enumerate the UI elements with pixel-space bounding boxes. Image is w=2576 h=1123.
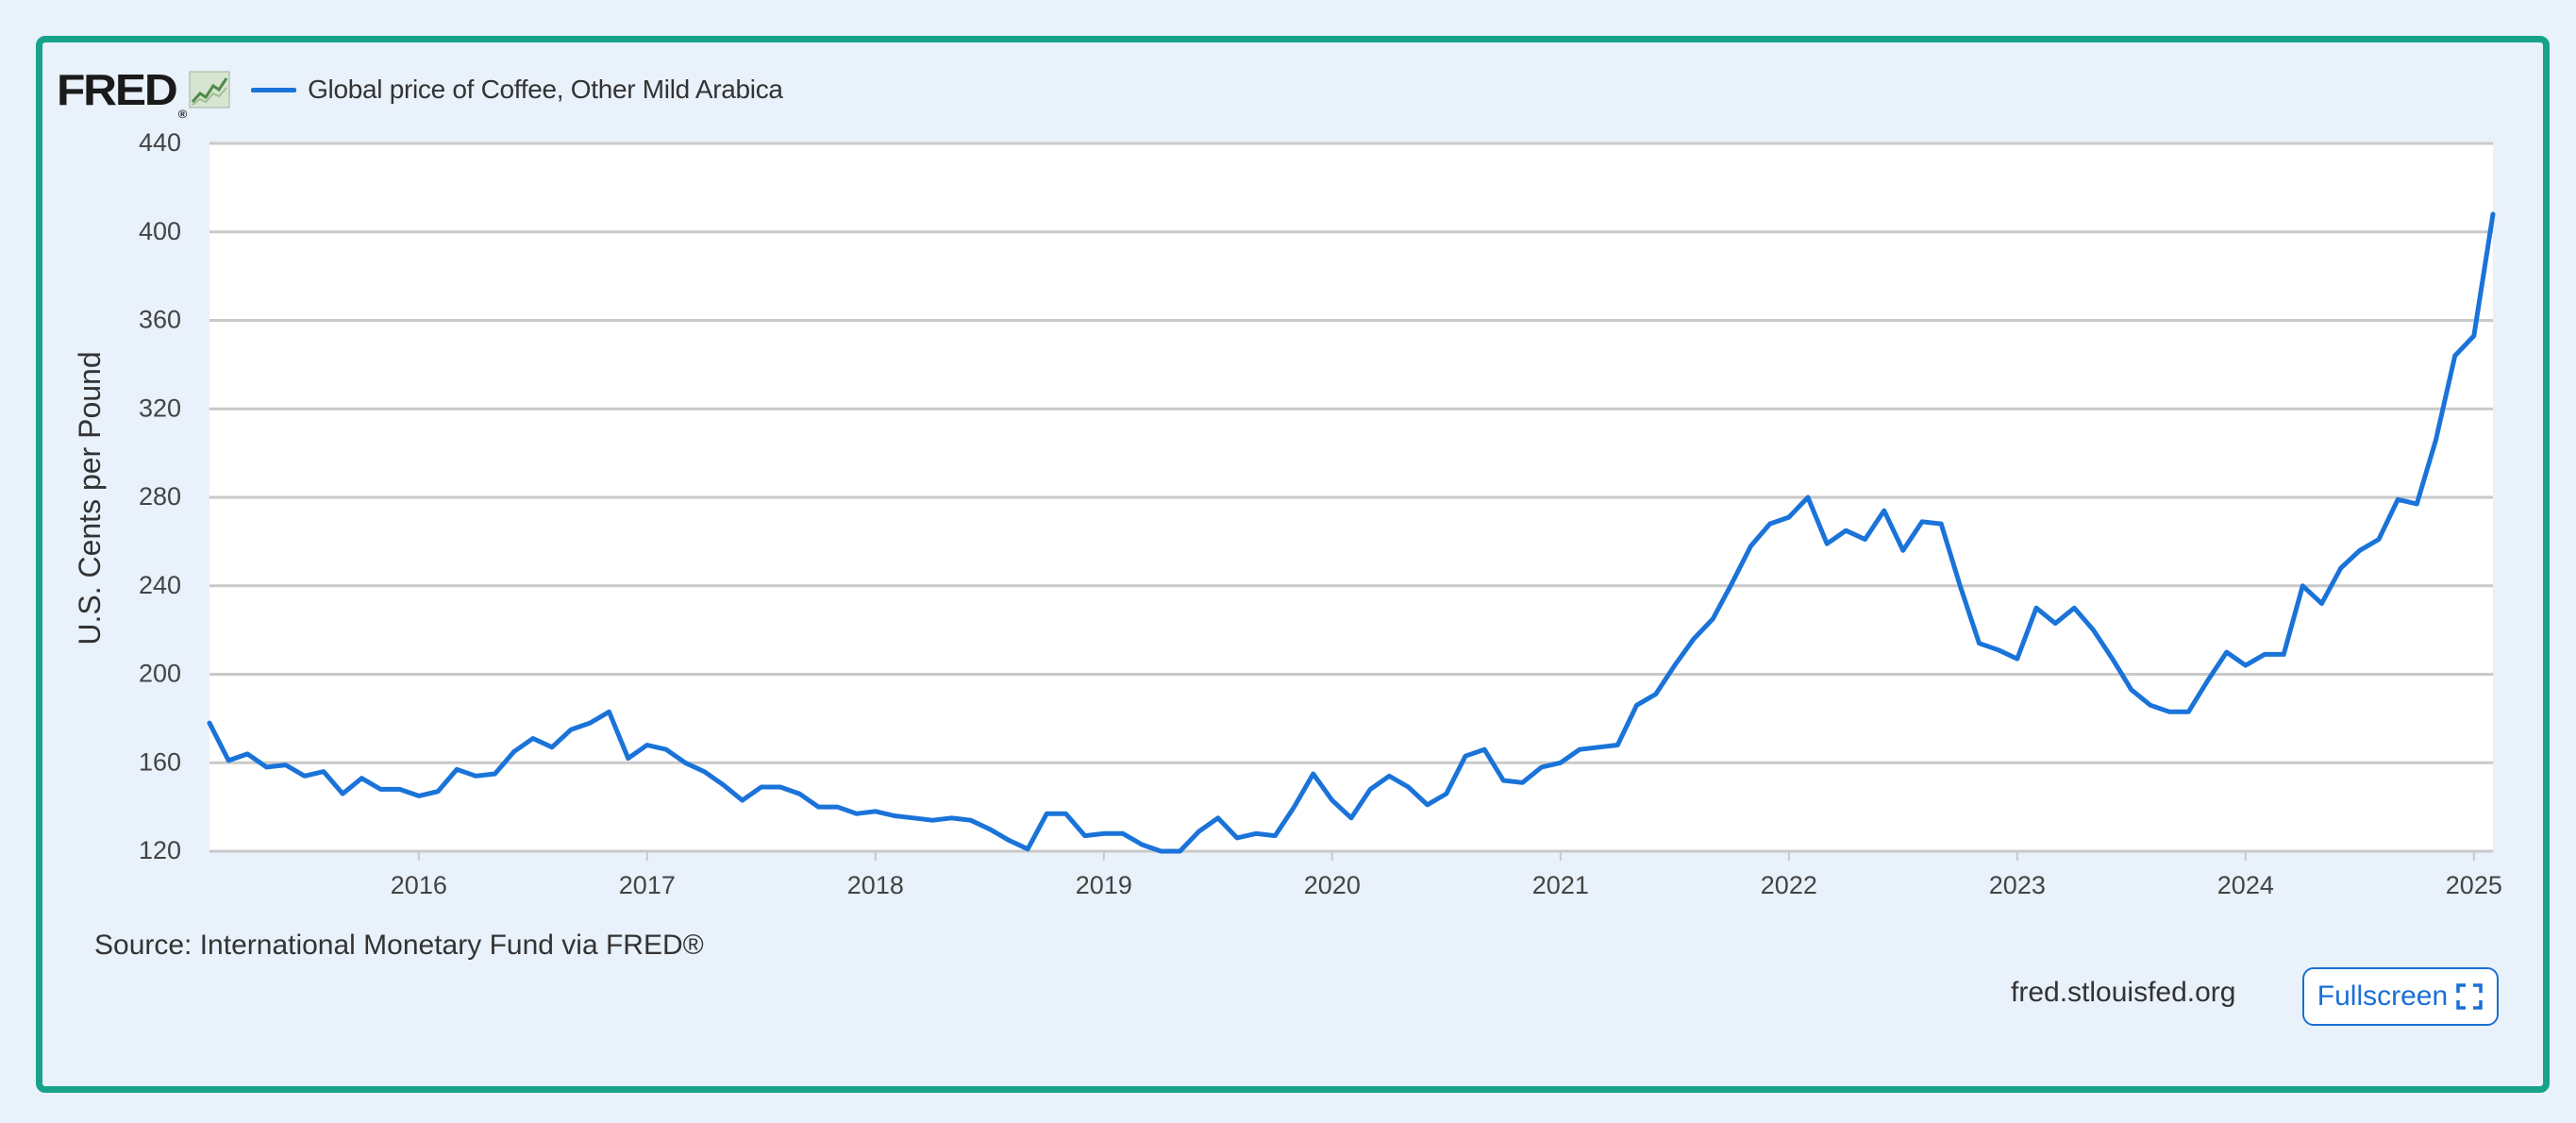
y-tick-label: 280 xyxy=(139,482,181,511)
y-tick-label: 400 xyxy=(139,217,181,245)
source-note: Source: International Monetary Fund via … xyxy=(94,930,704,961)
gridlines xyxy=(209,142,2493,853)
fred-logo[interactable]: FRED ® xyxy=(57,65,187,121)
x-tick-label: 2020 xyxy=(1304,871,1361,899)
legend-label[interactable]: Global price of Coffee, Other Mild Arabi… xyxy=(308,75,783,104)
y-tick-label: 440 xyxy=(139,128,181,157)
chart-sparkline-icon xyxy=(189,71,230,109)
x-tick-label: 2025 xyxy=(2446,871,2502,899)
y-tick-label: 160 xyxy=(139,747,181,776)
expand-icon xyxy=(2456,983,2483,1010)
x-tick-label: 2022 xyxy=(1761,871,1817,899)
y-axis-title: U.S. Cents per Pound xyxy=(73,351,107,645)
x-tick-labels: 2016 2017 2018 2019 2020 2021 2022 2023 2024 2025 xyxy=(391,851,2502,899)
x-tick-label: 2016 xyxy=(391,871,447,899)
site-link[interactable]: fred.stlouisfed.org xyxy=(2011,977,2236,1008)
fullscreen-button[interactable]: Fullscreen xyxy=(2302,967,2499,1026)
legend-swatch xyxy=(251,87,297,92)
y-tick-label: 240 xyxy=(139,571,181,599)
chart-header: FRED ® Global price of Coffee, Other Mild… xyxy=(57,65,783,121)
x-tick-label: 2018 xyxy=(847,871,904,899)
fullscreen-label: Fullscreen xyxy=(2317,981,2449,1012)
x-tick-label: 2024 xyxy=(2217,871,2274,899)
x-tick-label: 2021 xyxy=(1532,871,1589,899)
y-tick-label: 200 xyxy=(139,660,181,688)
x-tick-label: 2019 xyxy=(1076,871,1132,899)
y-tick-label: 120 xyxy=(139,836,181,864)
x-tick-label: 2023 xyxy=(1989,871,2046,899)
y-tick-labels: 120 160 200 240 280 320 360 400 440 xyxy=(139,128,181,864)
y-tick-label: 320 xyxy=(139,394,181,422)
series-line-coffee-price xyxy=(207,211,2496,854)
y-tick-label: 360 xyxy=(139,306,181,334)
x-tick-label: 2017 xyxy=(619,871,676,899)
